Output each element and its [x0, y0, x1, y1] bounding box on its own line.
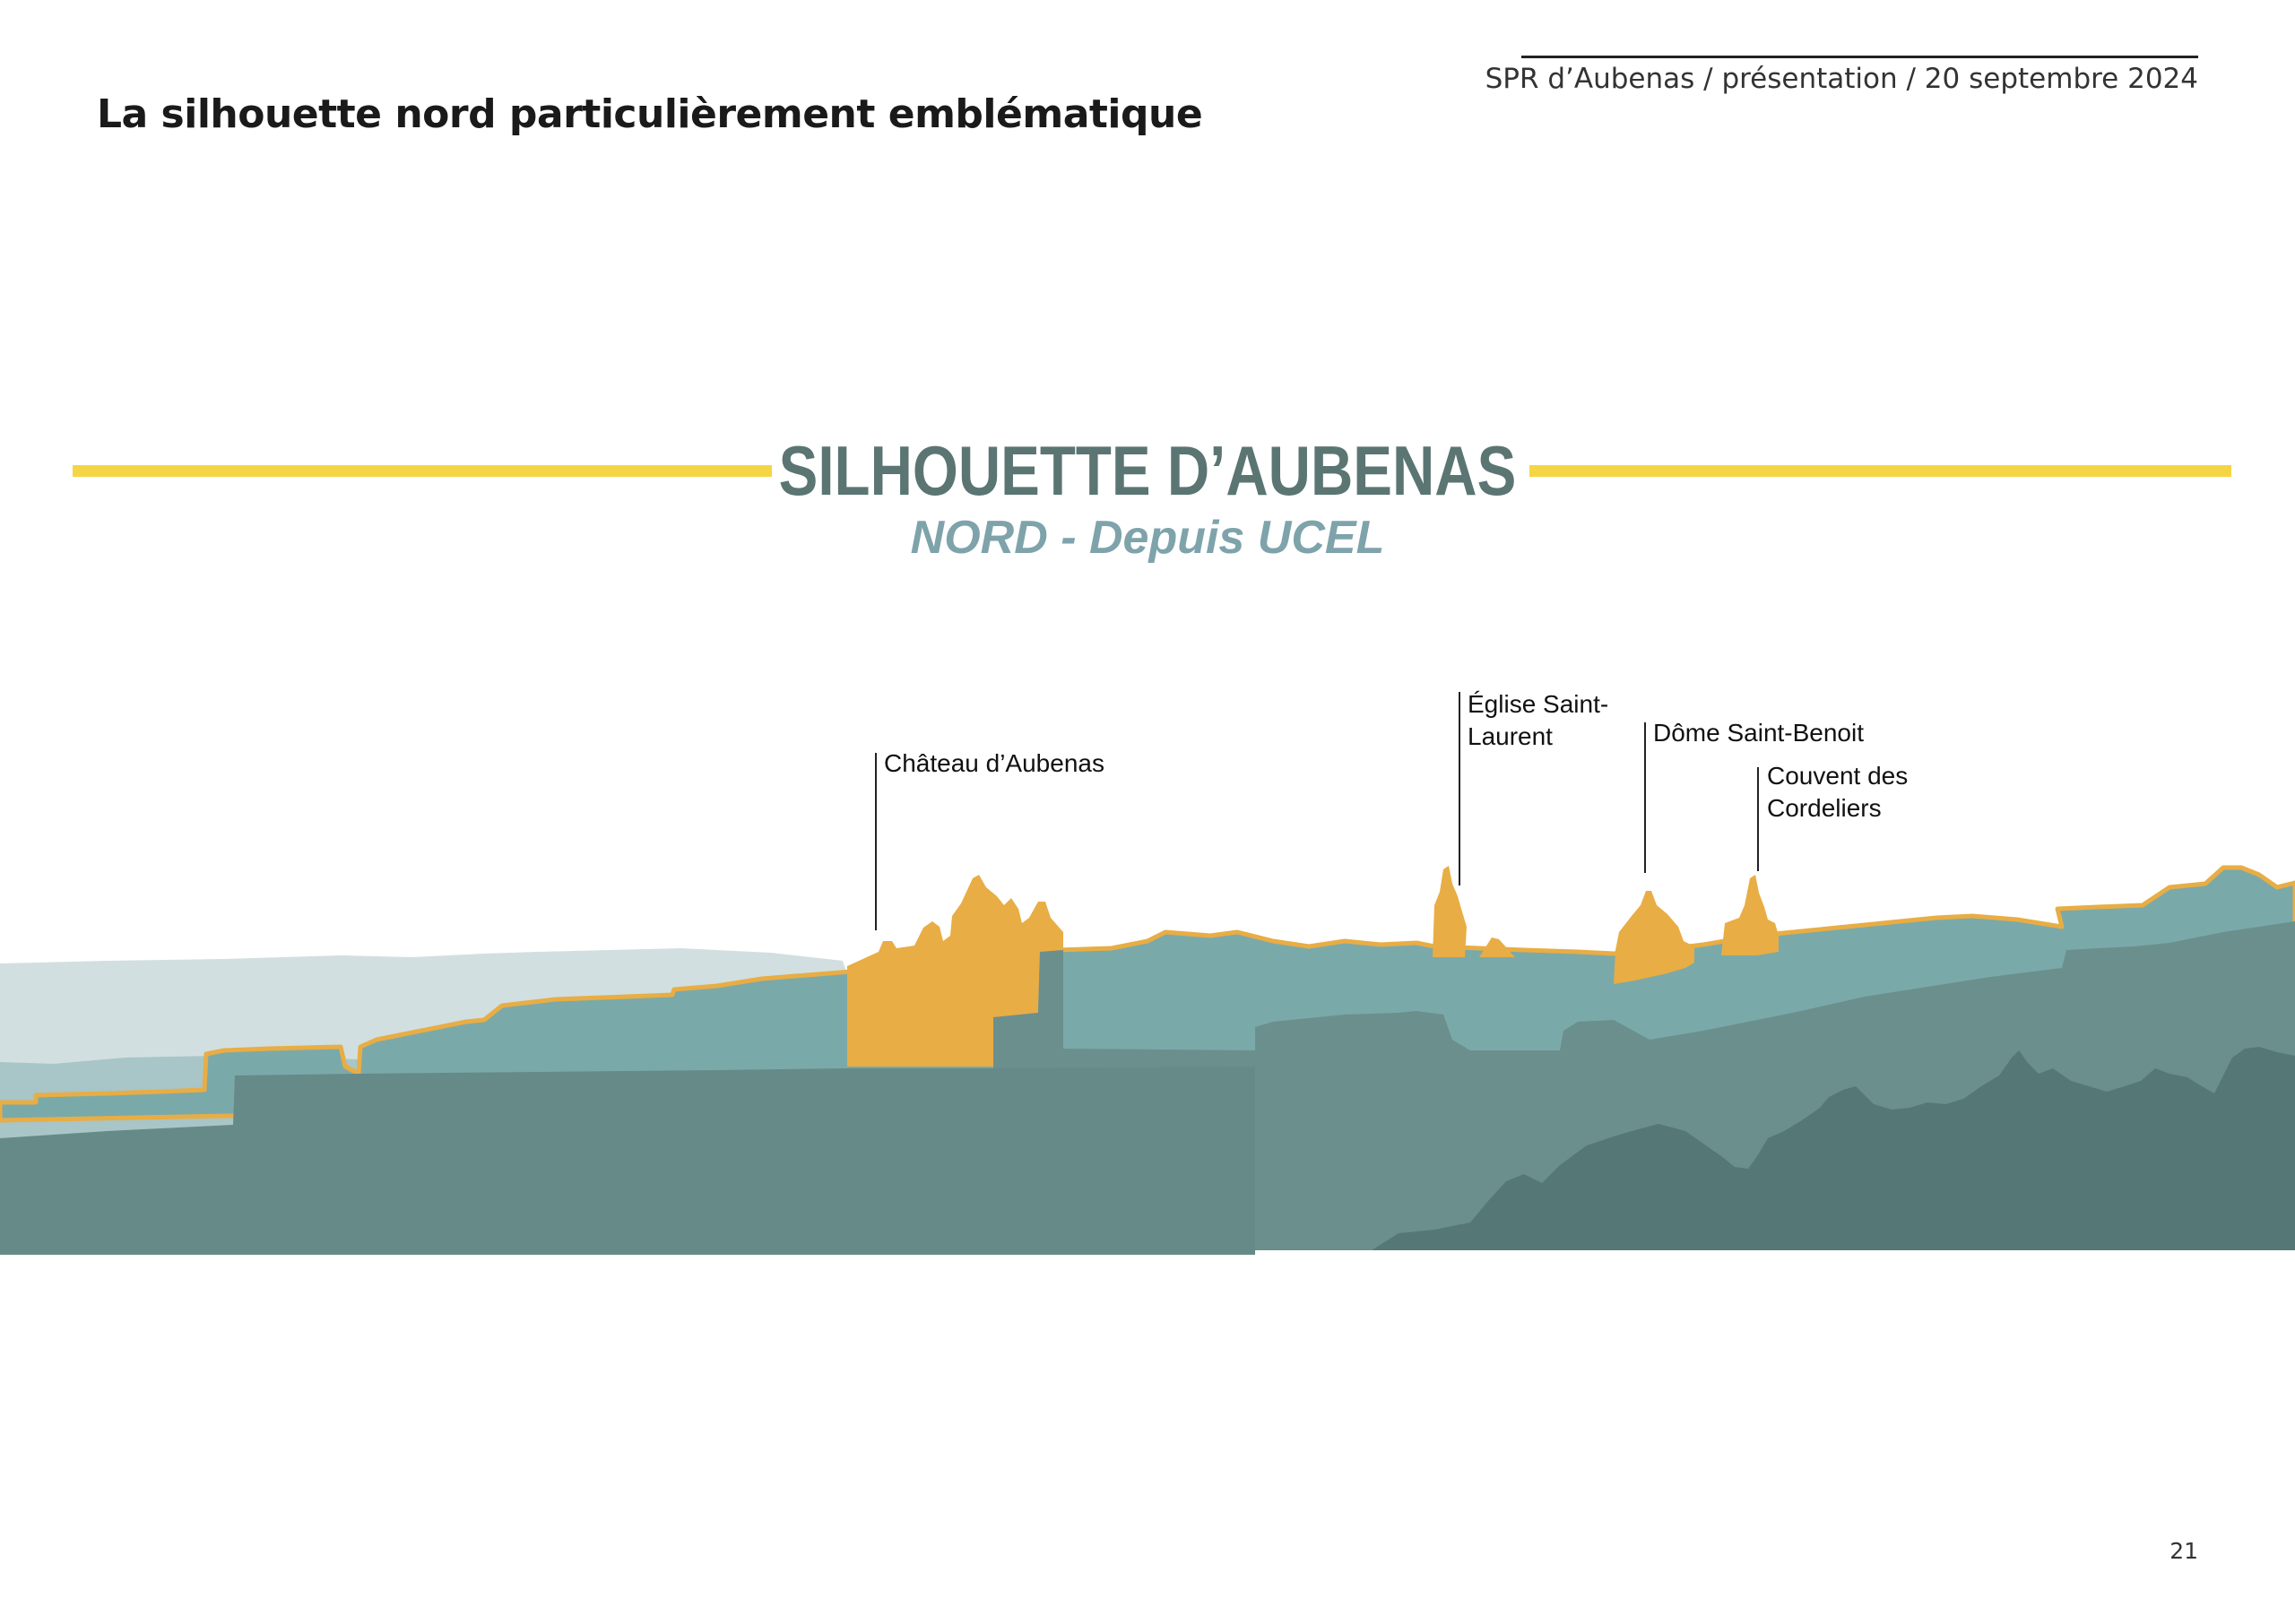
leader-couvent [1757, 767, 1759, 871]
dome-shape [1614, 891, 1694, 984]
header-rule [1521, 56, 2198, 58]
label-eglise-line-2: Laurent [1468, 722, 1553, 750]
couvent-shape [1721, 875, 1779, 955]
label-dome: Dôme Saint-Benoit [1653, 717, 1864, 749]
section-heading: SILHOUETTE D’AUBENAS [778, 431, 1517, 510]
leader-eglise [1459, 692, 1460, 885]
chateau-shape [847, 875, 1063, 1067]
page-number: 21 [2169, 1538, 2198, 1564]
label-eglise: Église Saint- Laurent [1468, 688, 1608, 753]
section-subheading: NORD - Depuis UCEL [910, 512, 1385, 564]
eglise-shape [1433, 866, 1467, 957]
label-dome-line-1: Dôme Saint-Benoit [1653, 719, 1865, 747]
leader-chateau [875, 753, 877, 930]
label-eglise-line-1: Église Saint- [1468, 690, 1609, 718]
header-meta: SPR d’Aubenas / présentation / 20 septem… [1485, 63, 2198, 95]
foreground-layer [0, 1067, 1255, 1255]
label-couvent: Couvent des Cordeliers [1767, 760, 1908, 825]
label-couvent-line-2: Cordeliers [1767, 794, 1882, 822]
label-chateau-line-1: Château d’Aubenas [884, 749, 1104, 777]
label-chateau: Château d’Aubenas [884, 747, 1104, 780]
landmarks [847, 866, 1779, 1067]
leader-dome [1644, 722, 1646, 873]
trees [1372, 1047, 2295, 1250]
heading-rule-left [73, 465, 772, 477]
eglise-annex [1479, 937, 1515, 957]
label-couvent-line-1: Couvent des [1767, 762, 1909, 790]
slide-title: La silhouette nord particulièrement embl… [97, 91, 1203, 137]
heading-rule-right [1529, 465, 2231, 477]
